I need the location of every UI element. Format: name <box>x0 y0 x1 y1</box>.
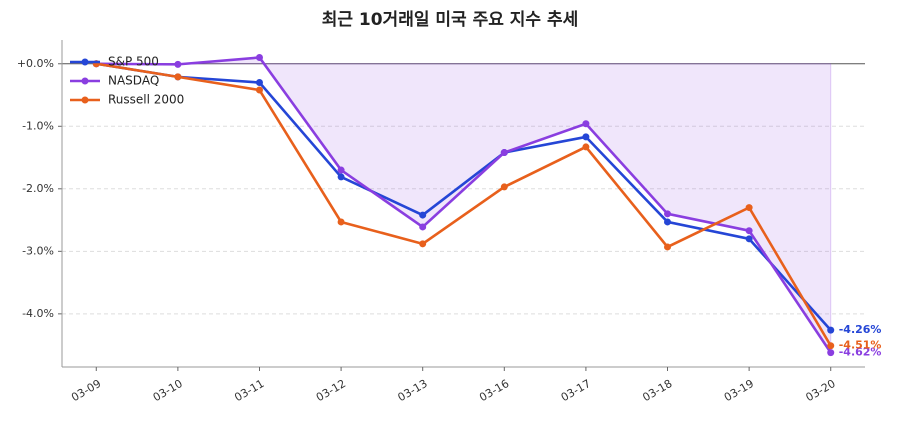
point <box>827 342 835 350</box>
legend-marker <box>81 77 89 85</box>
point <box>664 243 672 251</box>
point <box>419 211 427 219</box>
x-tick-label: 03-20 <box>804 377 838 404</box>
point <box>174 60 182 68</box>
point <box>255 79 263 87</box>
point <box>745 235 753 243</box>
legend-marker <box>81 58 89 66</box>
legend-label: S&P 500 <box>108 55 159 69</box>
point <box>582 133 590 141</box>
x-tick-label: 03-12 <box>314 377 348 404</box>
y-tick-label: -4.0% <box>22 307 54 320</box>
x-tick-label: 03-11 <box>232 377 266 404</box>
y-tick-label: +0.0% <box>17 57 54 70</box>
point <box>500 149 508 157</box>
point <box>500 183 508 191</box>
chart-title: 최근 10거래일 미국 주요 지수 추세 <box>322 10 579 30</box>
end-label: -4.62% <box>839 346 882 359</box>
legend-label: Russell 2000 <box>108 93 184 107</box>
series-line <box>96 56 832 354</box>
point <box>337 166 345 174</box>
x-tick-label: 03-16 <box>477 377 511 404</box>
point <box>827 349 835 357</box>
y-tick-label: -1.0% <box>22 119 54 132</box>
point <box>664 218 672 226</box>
x-tick-label: 03-13 <box>396 377 430 404</box>
y-tick-label: -3.0% <box>22 244 54 257</box>
point <box>582 120 590 128</box>
areas <box>96 56 832 355</box>
point <box>255 86 263 94</box>
series-line <box>96 62 832 331</box>
point <box>419 240 427 248</box>
x-tick-label: 03-19 <box>722 377 756 404</box>
point <box>337 173 345 181</box>
legend-marker <box>81 96 89 104</box>
point <box>582 143 590 151</box>
legend-label: NASDAQ <box>108 74 159 88</box>
series-line <box>96 62 832 347</box>
point <box>337 218 345 226</box>
point <box>827 326 835 334</box>
x-tick-label: 03-18 <box>640 377 674 404</box>
x-tick-label: 03-17 <box>559 377 593 404</box>
x-tick-label: 03-09 <box>69 377 103 404</box>
point <box>255 54 263 62</box>
point <box>745 227 753 235</box>
y-tick-label: -2.0% <box>22 182 54 195</box>
end-label: -4.26% <box>839 323 882 336</box>
area-fill <box>96 56 832 355</box>
legend: S&P 500 NASDAQ Russell 2000 <box>70 55 184 107</box>
point <box>174 73 182 81</box>
point <box>745 204 753 212</box>
point <box>419 223 427 231</box>
x-tick-label: 03-10 <box>151 377 185 404</box>
point <box>664 210 672 218</box>
end-label: -4.51% <box>839 339 882 352</box>
